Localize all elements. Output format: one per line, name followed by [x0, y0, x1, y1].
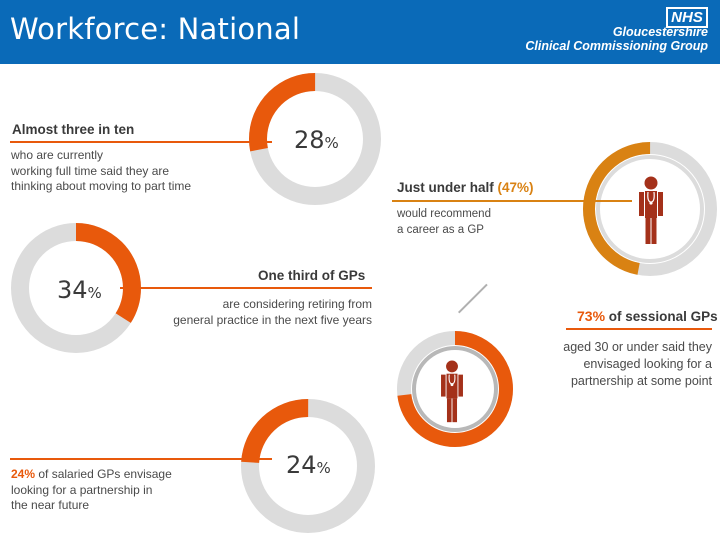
donut-73 — [397, 331, 513, 447]
donut-28 — [249, 73, 381, 205]
nhs-logo: NHS — [666, 7, 708, 28]
donut-inner-ring — [596, 155, 704, 263]
page-title: Workforce: National — [10, 12, 301, 46]
stat2-body: are considering retiring from general pra… — [173, 297, 372, 327]
donut-28-label: 28% — [294, 126, 339, 154]
stat3-rule — [10, 458, 272, 460]
stat4-rule — [392, 200, 632, 202]
stat5-connector — [458, 283, 488, 314]
stat2-rule — [120, 287, 372, 289]
org-name-line2: Clinical Commissioning Group — [525, 39, 708, 53]
doctor-figure-icon — [639, 176, 663, 244]
stat3-body: 24% of salaried GPs envisage looking for… — [11, 467, 172, 512]
donut-24 — [241, 399, 375, 533]
donut-47 — [582, 142, 717, 276]
donut-24-label: 24% — [286, 451, 331, 479]
donut-value-arc — [397, 331, 513, 447]
donut-value-arc — [249, 73, 381, 205]
stat1-body: who are currently working full time said … — [11, 148, 192, 193]
stat1-rule — [10, 141, 272, 143]
stat4-body: would recommend a career as a GP — [397, 208, 491, 236]
stat3-lead: 24% — [11, 467, 36, 481]
header-bar: Workforce: National NHS Gloucestershire … — [0, 0, 720, 64]
stat4-headline: Just under half (47%) — [397, 180, 534, 195]
org-name-line1: Gloucestershire — [612, 25, 708, 39]
stat2-headline: One third of GPs — [258, 268, 366, 283]
stat1-headline: Almost three in ten — [12, 122, 135, 137]
donut-34-label: 34% — [57, 276, 102, 304]
donut-inner-ring — [412, 346, 498, 432]
stat5-headline: 73% of sessional GPs — [577, 308, 718, 324]
stat5-body: aged 30 or under said they envisaged look… — [563, 340, 712, 388]
doctor-figure-icon — [441, 360, 463, 423]
stat5-rule — [566, 328, 712, 330]
